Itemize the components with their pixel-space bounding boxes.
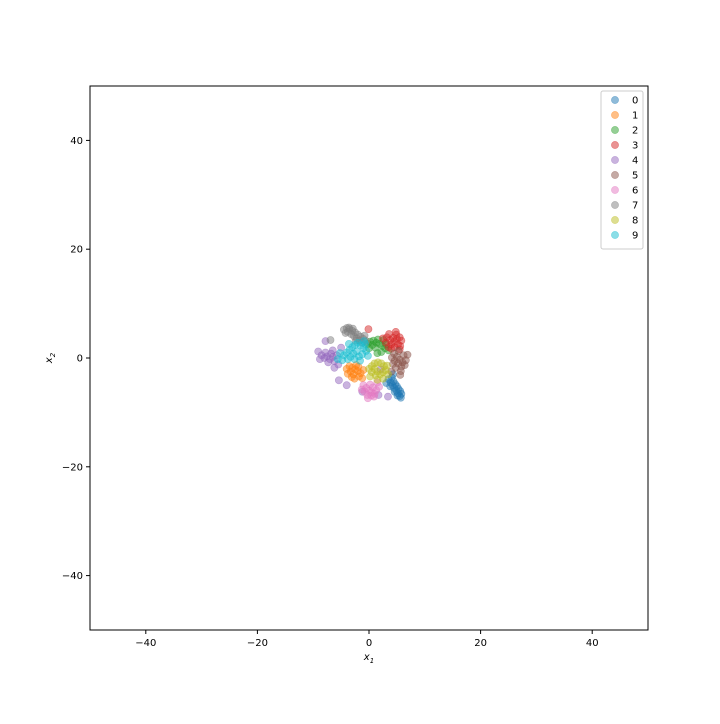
series-8-point	[382, 361, 391, 370]
series-0-point	[390, 387, 399, 396]
series-3-point	[391, 327, 400, 336]
series-9-point	[345, 339, 353, 348]
x-axis-label-subscript: 1	[370, 657, 374, 665]
legend-marker	[611, 96, 619, 104]
x-axis-label-main: x	[363, 652, 370, 663]
series-5-point	[387, 353, 396, 362]
series-3-point	[379, 334, 387, 343]
x-tick-label: 0	[366, 638, 372, 649]
legend-label: 6	[632, 186, 638, 197]
y-axis-label: x2	[44, 352, 57, 364]
y-tick-label: −40	[62, 571, 83, 582]
legend-label: 1	[632, 111, 638, 122]
legend-label: 3	[632, 141, 638, 152]
series-4-point	[315, 355, 324, 363]
series-4-point	[384, 392, 392, 401]
series-2-point	[373, 349, 382, 357]
series-4-point	[328, 346, 337, 355]
series-1-point	[347, 373, 356, 381]
y-tick-label: 20	[70, 245, 83, 256]
series-9-point	[363, 351, 372, 360]
legend-marker	[611, 186, 619, 194]
x-tick-label: 40	[586, 638, 599, 649]
series-3-point	[364, 325, 373, 334]
x-axis: −40 −20 0 20 40	[135, 630, 599, 649]
legend-marker	[611, 231, 619, 239]
series-9-point	[350, 355, 359, 363]
series-0-point	[396, 393, 405, 402]
series-8-point	[384, 370, 392, 379]
series-4-point	[321, 348, 330, 357]
legend-marker	[611, 111, 619, 119]
series-1-point	[358, 374, 367, 383]
series-5-point	[403, 350, 412, 359]
series-7-point	[348, 324, 357, 333]
series-4-point	[330, 363, 339, 372]
legend-label: 9	[632, 231, 638, 242]
legend-marker	[611, 126, 619, 134]
series-4-point	[324, 358, 333, 367]
legend-marker	[611, 216, 619, 224]
series-6-point	[367, 391, 376, 400]
points-layer	[314, 323, 412, 403]
legend-marker	[611, 201, 619, 209]
series-8-point	[365, 364, 373, 373]
x-axis-label: x1	[363, 652, 374, 665]
legend-marker	[611, 156, 619, 164]
y-axis-label-subscript: 2	[49, 352, 57, 357]
series-6-point	[357, 385, 366, 394]
legend-label: 7	[632, 201, 638, 212]
legend-label: 8	[632, 216, 638, 227]
legend-label: 5	[632, 171, 638, 182]
series-8-point	[366, 372, 375, 381]
legend: 0 1 2 3 4 5 6 7 8 9	[600, 90, 644, 250]
y-axis: −40 −20 0 20 40	[62, 136, 90, 582]
series-9-point	[333, 355, 342, 363]
y-tick-label: 0	[77, 354, 83, 365]
series-6-point	[366, 380, 375, 389]
y-tick-label: −20	[62, 462, 83, 473]
series-9-point	[360, 337, 368, 346]
x-tick-label: 20	[474, 638, 487, 649]
series-6-point	[375, 382, 383, 391]
x-tick-label: −20	[247, 638, 268, 649]
series-4-point	[342, 381, 351, 390]
legend-label: 2	[632, 126, 638, 137]
legend-marker	[611, 171, 619, 179]
series-5-point	[396, 370, 405, 379]
x-tick-label: −40	[135, 638, 156, 649]
series-4-point	[334, 376, 343, 385]
series-3-point	[385, 330, 393, 338]
y-axis-label-main: x	[44, 357, 55, 364]
legend-marker	[611, 141, 619, 149]
series-7-point	[326, 336, 335, 344]
legend-label: 4	[632, 156, 638, 167]
legend-label: 0	[632, 96, 638, 107]
series-4-point	[314, 347, 323, 356]
series-8-point	[373, 375, 382, 384]
series-1-point	[342, 364, 351, 373]
y-tick-label: 40	[70, 136, 83, 147]
series-5-point	[394, 347, 403, 355]
series-8-point	[370, 359, 379, 368]
